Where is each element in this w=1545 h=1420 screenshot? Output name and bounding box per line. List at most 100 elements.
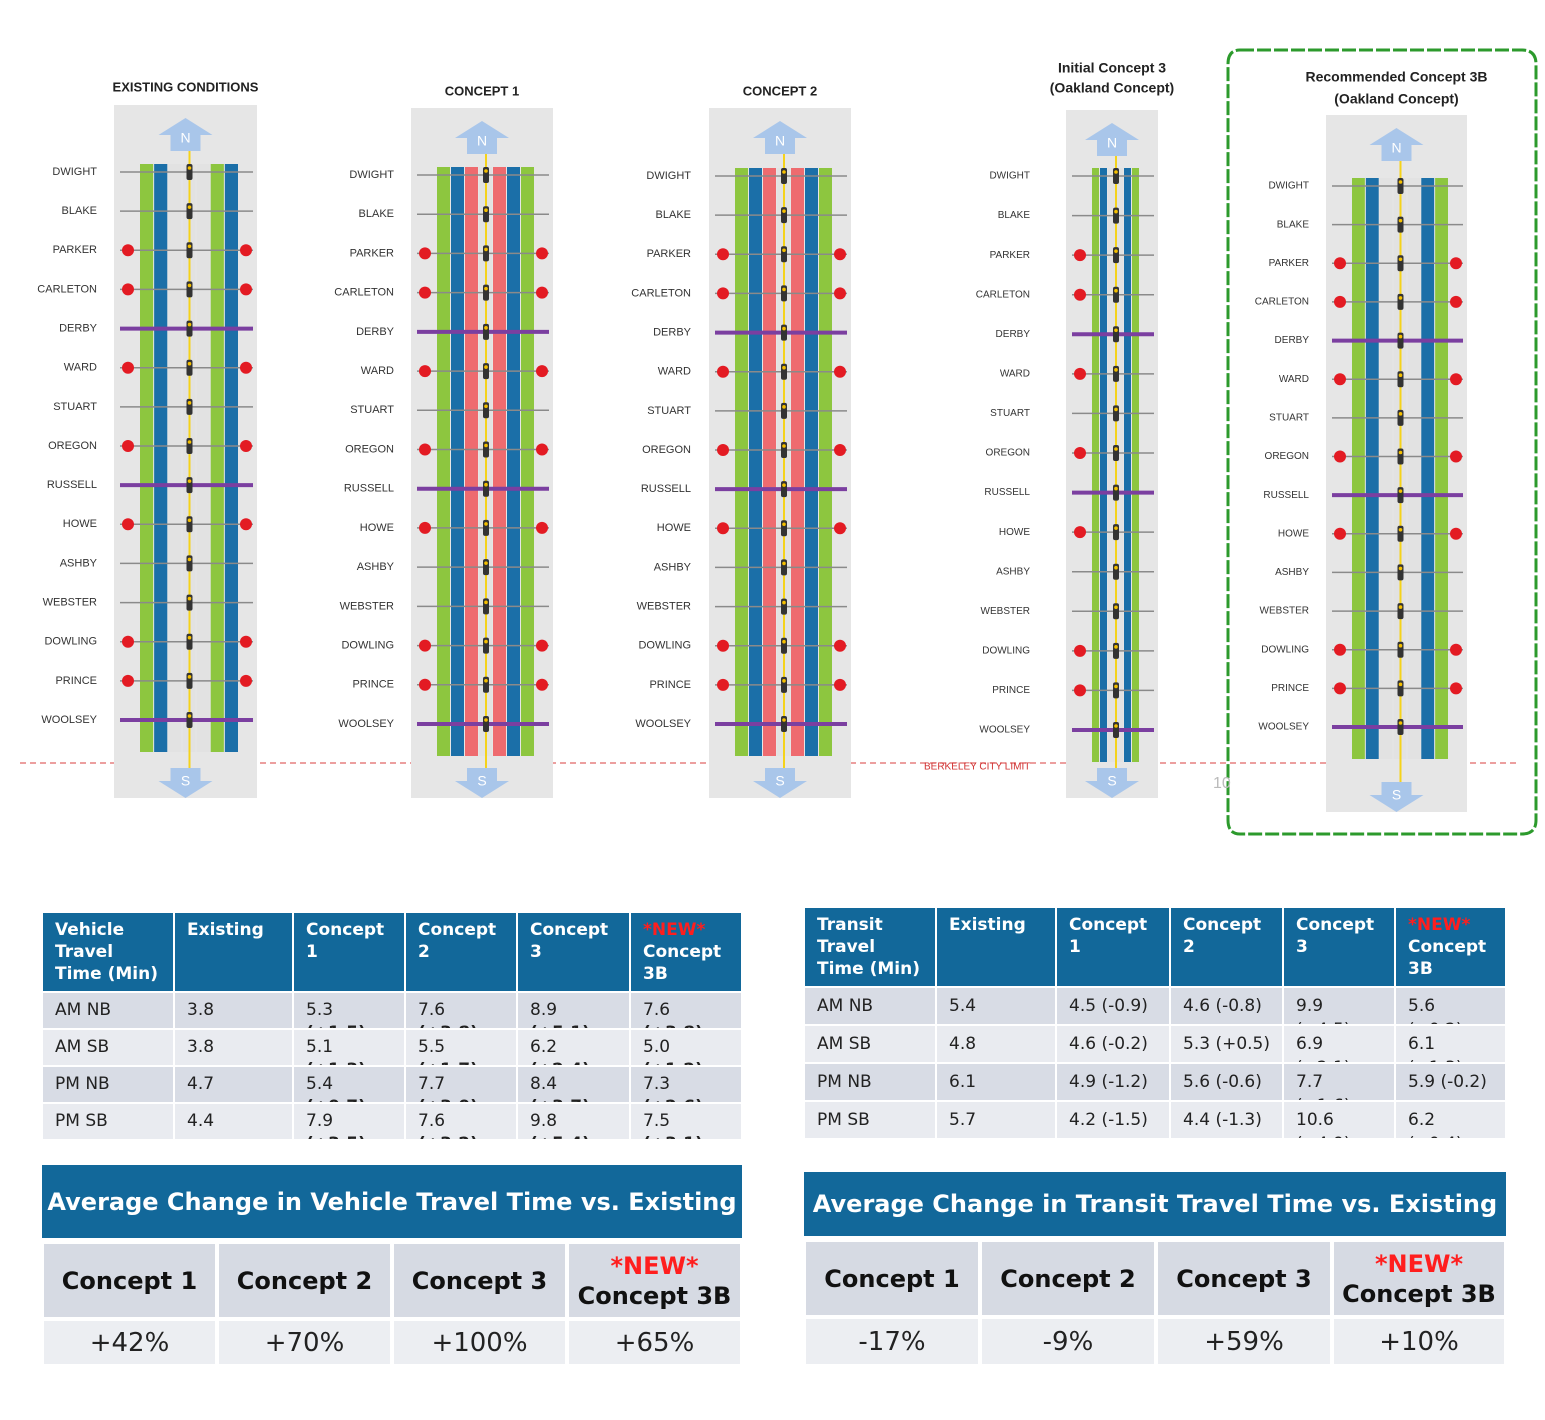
south-arrow (455, 768, 509, 798)
header-label: Concept 3B (1342, 1279, 1496, 1308)
signal-light (187, 714, 192, 718)
bus-stop (1334, 373, 1346, 386)
bus-stop (240, 674, 252, 687)
street-label: WEBSTER (637, 600, 691, 612)
table-cell: 7.7 (+3.0) (405, 1066, 517, 1103)
header-label: Concept 3B (577, 1281, 732, 1310)
street-label: BLAKE (62, 205, 97, 217)
table-header: Transit Travel Time (Min) (804, 907, 936, 987)
table-cell: 4.5 (-0.9) (1056, 987, 1170, 1025)
street-label: DERBY (996, 329, 1031, 340)
table-cell: 5.6 (+0.2) (1395, 987, 1506, 1025)
street-label: CARLETON (631, 287, 691, 299)
street-label: RUSSELL (47, 479, 97, 491)
bus-stop (122, 361, 134, 374)
table-cell: 5.7 (936, 1101, 1056, 1139)
travel-time: 5.5 (418, 1037, 446, 1057)
bus-stop (717, 444, 729, 456)
table-cell: 8.9 (+5.1) (517, 992, 630, 1029)
lane (210, 164, 224, 752)
signal-light (187, 675, 192, 679)
table-header: Concept 3 (1283, 907, 1395, 987)
signal-light (1398, 643, 1403, 648)
signal-light (187, 635, 192, 640)
signal-light (1398, 450, 1403, 455)
signal-light (782, 718, 786, 722)
lane (196, 164, 210, 752)
bus-stop (536, 521, 548, 534)
average-value: +70% (217, 1319, 392, 1366)
street-label: PARKER (350, 247, 394, 259)
travel-time: 7.6 (418, 1111, 446, 1131)
signal-light (484, 365, 488, 369)
new-tag: *NEW* (1408, 915, 1471, 935)
signal-light (782, 561, 786, 566)
travel-time: 7.3 (643, 1074, 671, 1094)
lane (791, 168, 804, 756)
bus-stop (1074, 644, 1086, 657)
bus-stop (1450, 450, 1462, 463)
street-label: PRINCE (352, 679, 394, 691)
diagram-title: Initial Concept 3 (1058, 60, 1166, 76)
lane (1365, 178, 1379, 759)
travel-change: (+3.0) (418, 1097, 478, 1102)
bus-stop (536, 247, 548, 260)
signal-light (484, 443, 488, 448)
street-label: RUSSELL (1263, 490, 1309, 501)
signal-light (484, 718, 488, 722)
street-label: WOOLSEY (338, 718, 394, 730)
street-label: DWIGHT (349, 169, 394, 181)
bus-stop (419, 678, 431, 691)
south-arrow (1369, 782, 1424, 812)
lane (437, 167, 450, 756)
bus-stop (536, 286, 548, 299)
table-cell: 7.6 (+3.2) (405, 1103, 517, 1140)
signal-light (484, 169, 488, 173)
travel-time: 6.2 (530, 1037, 558, 1057)
diagram-title: CONCEPT 2 (743, 83, 817, 98)
bus-stop (240, 244, 252, 257)
street-label: WOOLSEY (635, 718, 691, 730)
north-label: N (1107, 135, 1117, 151)
bus-stop (240, 361, 252, 374)
travel-time: 7.7 (418, 1074, 446, 1094)
street-label: DWIGHT (646, 170, 691, 182)
travel-time: 7.6 (643, 1000, 671, 1020)
signal-light (782, 639, 786, 644)
street-label: DERBY (653, 326, 692, 338)
table-cell: 6.1 (+1.3) (1395, 1025, 1506, 1063)
lane (465, 167, 478, 756)
street-label: CARLETON (334, 287, 394, 299)
lane (521, 167, 534, 756)
average-header: Concept 2 (980, 1240, 1156, 1317)
average-value: +59% (1156, 1317, 1332, 1366)
street-label: WARD (1000, 368, 1030, 379)
table-cell: 7.7 (+1.6) (1283, 1063, 1395, 1101)
travel-change: (+1.2) (643, 1060, 703, 1065)
signal-light (1398, 412, 1403, 416)
travel-time: 5.1 (306, 1037, 334, 1057)
bus-stop (1334, 527, 1346, 540)
travel-time: 9.8 (530, 1111, 558, 1131)
signal-light (187, 322, 192, 327)
lane (1092, 168, 1099, 762)
travel-change: (+3.2) (418, 1134, 478, 1139)
bus-stop (1450, 257, 1462, 270)
table-cell: 9.9 (+4.5) (1283, 987, 1395, 1025)
street-label: HOWE (1278, 528, 1309, 539)
table-cell: 5.4 (+0.7) (293, 1066, 405, 1103)
travel-time: 8.9 (530, 1000, 558, 1020)
corridor-diagram: Recommended Concept 3B (Oakland Concept) D… (1255, 69, 1488, 812)
row-label: PM NB (42, 1066, 174, 1103)
street-label: WEBSTER (981, 606, 1030, 617)
diagram-title: CONCEPT 1 (445, 83, 519, 98)
travel-time: 5.3 (306, 1000, 334, 1020)
table-cell: 5.0 (+1.2) (630, 1029, 742, 1066)
street-label: OREGON (345, 443, 394, 455)
street-label: DOWLING (44, 636, 97, 648)
bus-stop (1334, 295, 1346, 308)
street-label: WOOLSEY (1258, 722, 1309, 733)
signal-light (1398, 566, 1403, 571)
bus-stop (834, 287, 846, 300)
